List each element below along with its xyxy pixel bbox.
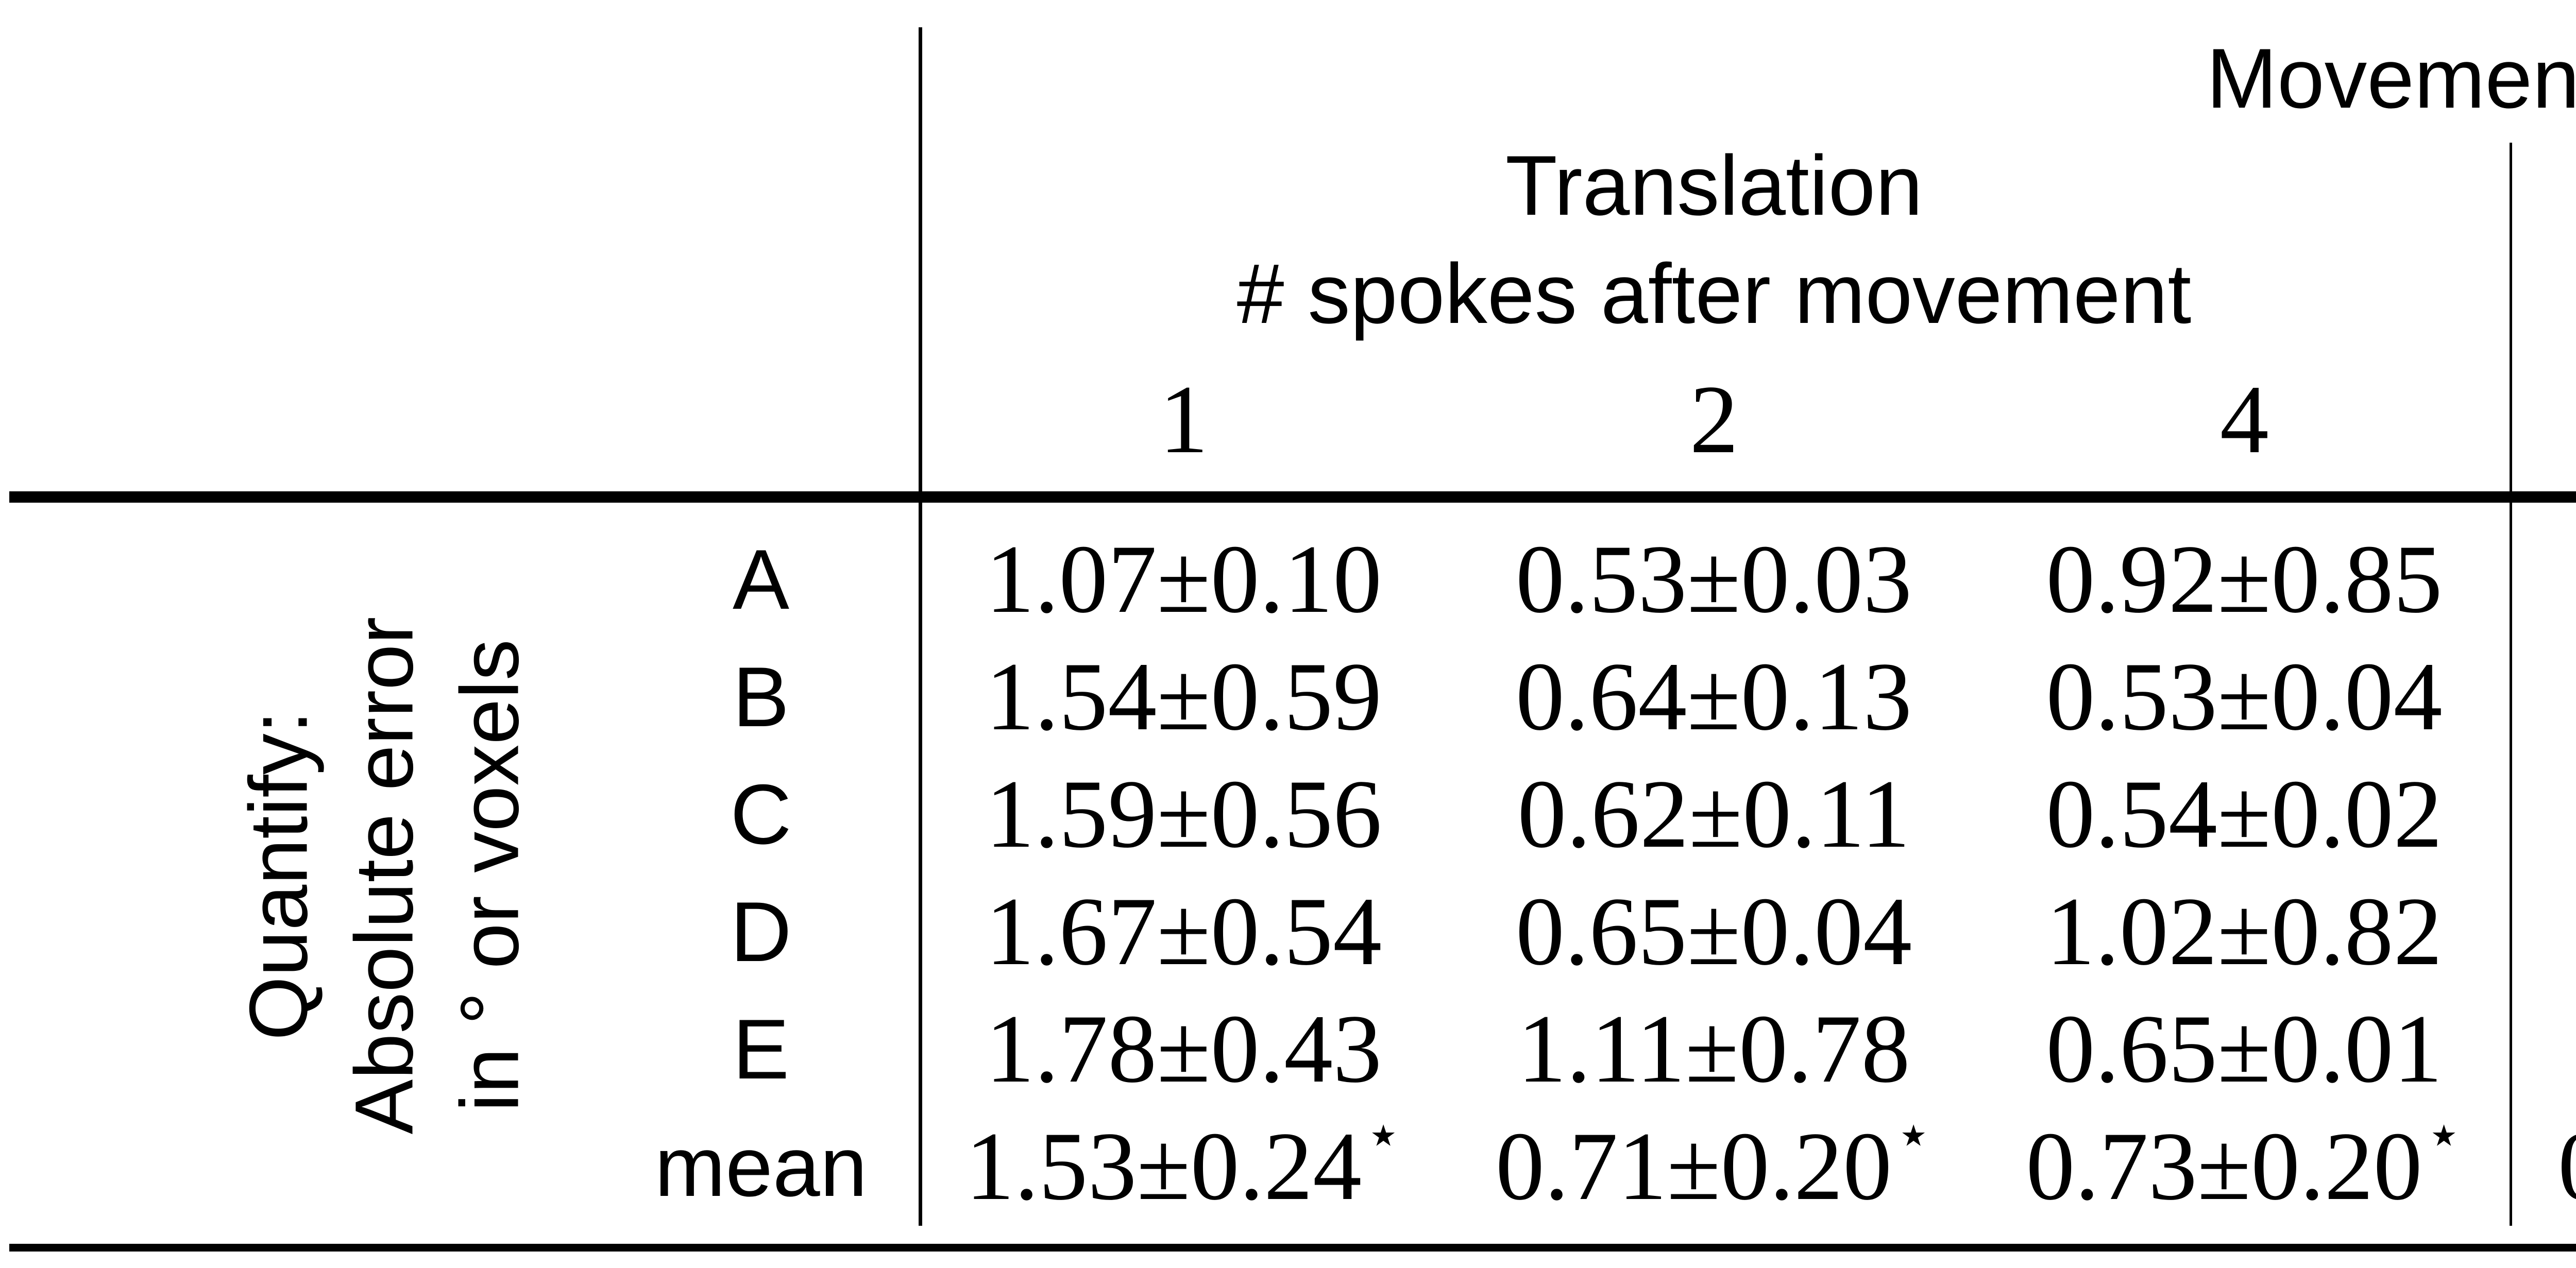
table-cell: 0.62±0.11 bbox=[1517, 760, 1910, 868]
table-cell: 0.71±0.20 ⋆ bbox=[1449, 1102, 1979, 1225]
row-label: B bbox=[732, 649, 790, 744]
column-number: 1 bbox=[1159, 366, 1209, 474]
table-cell: 1.67±0.54 bbox=[985, 878, 1382, 986]
header-spokes-translation: # spokes after movement bbox=[1236, 246, 2192, 341]
table-cell: 0.54±0.02 bbox=[2046, 760, 2443, 868]
table-cell: 0.53±0.04 bbox=[2046, 643, 2443, 751]
column-numbers-translation: 1 2 4 bbox=[919, 371, 2510, 469]
table-cell: 0.42±0.04 bbox=[2510, 521, 2576, 638]
bottom-rule bbox=[9, 1244, 2576, 1252]
table-cell: 0.64±0.13 bbox=[1515, 643, 1912, 751]
significance-star: ⋆ bbox=[1895, 1102, 1933, 1168]
header-divider-rule bbox=[9, 491, 2576, 503]
vertical-rule-middle bbox=[2510, 143, 2512, 1226]
vertical-rule-left bbox=[919, 27, 922, 1226]
header-group-rotation: Rotation bbox=[2510, 136, 2576, 234]
table-cell: 0.45±0.03 bbox=[2510, 638, 2576, 756]
table-cell: 0.65±0.04 bbox=[1515, 878, 1912, 986]
significance-star: ⋆ bbox=[2425, 1102, 2463, 1168]
header-group-translation: Translation bbox=[1505, 138, 1923, 233]
cell-value: 0.73±0.20 bbox=[2026, 1112, 2422, 1221]
row-label: C bbox=[730, 766, 792, 862]
table-cell: 0.50±0.11⋆ bbox=[2510, 1108, 2576, 1225]
header-spokes-rotation: # spokes after movement bbox=[2510, 245, 2576, 342]
row-label: A bbox=[732, 532, 790, 627]
column-number: 1 bbox=[2510, 371, 2576, 469]
significance-star: ⋆ bbox=[1365, 1102, 1402, 1168]
table-cell: 0.53±0.03 bbox=[1515, 525, 1912, 633]
row-label: mean bbox=[654, 1119, 868, 1214]
table-cell: 1.11±0.78 bbox=[1517, 995, 1910, 1103]
table-cell: 1.59±0.56 bbox=[985, 760, 1382, 868]
row-label: E bbox=[732, 1001, 790, 1096]
table-cell: 1.54±0.59 bbox=[985, 643, 1382, 751]
table-cell: 1.78±0.43 bbox=[985, 995, 1382, 1103]
header-movement-type: Movement Type bbox=[2206, 31, 2576, 126]
table-cell: 0.92±0.85 bbox=[2046, 525, 2443, 633]
table-cell: 0.65±0.01 bbox=[2046, 995, 2443, 1103]
table-cell: 1.07±0.10 bbox=[985, 525, 1382, 633]
column-number: 2 bbox=[1689, 366, 1739, 474]
table-cell: 0.73±0.20 ⋆ bbox=[1979, 1102, 2510, 1225]
table-cell: 0.43±0.02 bbox=[2510, 873, 2576, 990]
table-cell: 1.53±0.24 ⋆ bbox=[919, 1102, 1449, 1225]
table-body: A 1.07±0.10 0.53±0.03 0.92±0.85 0.42±0.0… bbox=[0, 521, 2576, 1225]
row-label: D bbox=[730, 884, 792, 979]
column-numbers-rotation: 1 2 4 bbox=[2510, 371, 2576, 469]
table-cell: 0.71±0.33 bbox=[2510, 990, 2576, 1108]
cell-value: 1.53±0.24 bbox=[965, 1112, 1362, 1221]
cell-value: 0.71±0.20 bbox=[1495, 1112, 1892, 1221]
cell-value: 0.50±0.11 bbox=[2558, 1118, 2576, 1215]
table-cell: 1.02±0.82 bbox=[2046, 878, 2443, 986]
table-cell: 0.48±0.12 bbox=[2510, 756, 2576, 873]
column-number: 4 bbox=[2219, 366, 2269, 474]
